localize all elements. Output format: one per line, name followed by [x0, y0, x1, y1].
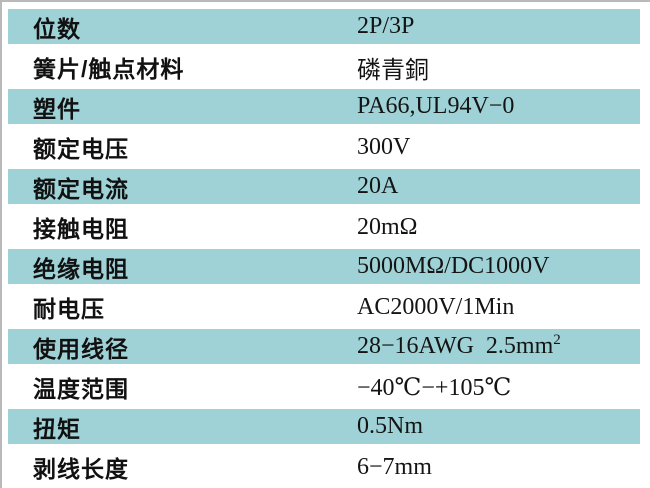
spec-value-text: 20A [357, 173, 399, 199]
spec-value-cell: 20mΩ [357, 214, 640, 241]
spec-label-cell: 耐电压 [33, 296, 105, 322]
spec-value-cell: 2P/3P [357, 13, 640, 40]
spec-label-cell: 额定电压 [33, 136, 129, 162]
spec-value-cell: PA66,UL94V−0 [357, 93, 640, 120]
spec-value-cell: 0.5Nm [357, 413, 640, 440]
table-row: 使用线径 28−16AWG 2.5mm2 [8, 327, 640, 367]
spec-label-cell: 接触电阻 [33, 216, 129, 242]
spec-label-cell: 塑件 [33, 95, 81, 122]
spec-value-superscript: 2 [553, 332, 561, 348]
spec-value-text: 300V [357, 133, 411, 160]
spec-value-cell: AC2000V/1Min [357, 294, 640, 321]
spec-value-text: 5000MΩ/DC1000V [357, 253, 550, 279]
spec-value-cell: 28−16AWG 2.5mm2 [357, 333, 640, 360]
spec-value-text: PA66,UL94V−0 [357, 93, 515, 119]
spec-value-text: 28−16AWG 2.5mm [357, 333, 554, 359]
spec-value-text: 2P/3P [357, 13, 415, 39]
table-row: 塑件 PA66,UL94V−0 [8, 87, 640, 127]
table-row: 位数 2P/3P [8, 7, 640, 47]
spec-table: 位数 2P/3P 簧片/触点材料 磷青銅 塑件 PA66,UL94V−0 额定电… [8, 7, 640, 487]
spec-value-text: 磷青銅 [357, 57, 429, 84]
spec-value-cell: 磷青銅 [357, 50, 640, 85]
spec-value-cell: 20A [357, 173, 640, 200]
spec-label-cell: 位数 [33, 15, 81, 42]
spec-label-cell: 使用线径 [33, 335, 129, 362]
table-row: 簧片/触点材料 磷青銅 [8, 47, 640, 87]
table-row: 额定电流 20A [8, 167, 640, 207]
spec-value-cell: 300V [357, 134, 640, 161]
spec-value-text: 20mΩ [357, 213, 418, 240]
table-row: 温度范围 −40℃−+105℃ [8, 367, 640, 407]
spec-label-cell: 簧片/触点材料 [33, 56, 185, 82]
spec-value-cell: −40℃−+105℃ [357, 373, 640, 402]
table-row: 扭矩 0.5Nm [8, 407, 640, 447]
spec-value-text: 6−7mm [357, 453, 432, 480]
spec-value-cell: 6−7mm [357, 454, 640, 481]
table-row: 绝缘电阻 5000MΩ/DC1000V [8, 247, 640, 287]
table-row: 耐电压 AC2000V/1Min [8, 287, 640, 327]
spec-value-cell: 5000MΩ/DC1000V [357, 253, 640, 280]
spec-value-text: −40℃−+105℃ [357, 374, 512, 401]
spec-label-cell: 温度范围 [33, 376, 129, 402]
spec-label-cell: 剥线长度 [33, 456, 129, 482]
spec-label-cell: 绝缘电阻 [33, 255, 129, 282]
table-row: 额定电压 300V [8, 127, 640, 167]
table-row: 剥线长度 6−7mm [8, 447, 640, 487]
spec-value-text: AC2000V/1Min [357, 293, 515, 320]
spec-label-cell: 扭矩 [33, 415, 81, 442]
spec-value-text: 0.5Nm [357, 413, 423, 439]
spec-label-cell: 额定电流 [33, 175, 129, 202]
table-row: 接触电阻 20mΩ [8, 207, 640, 247]
